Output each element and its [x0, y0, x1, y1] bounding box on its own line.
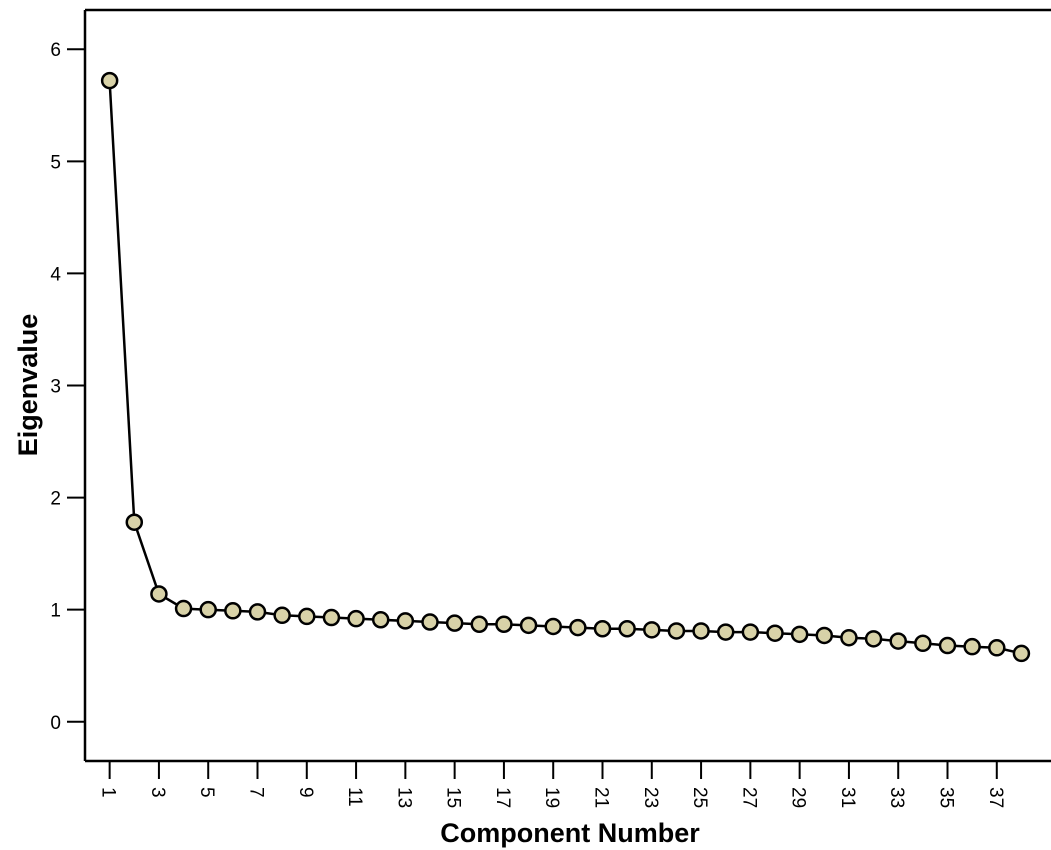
data-point [347, 609, 365, 628]
x-tick-label: 29 [788, 787, 809, 808]
y-tick-label: 1 [50, 601, 61, 622]
data-point [445, 614, 464, 632]
data-point [174, 599, 193, 618]
data-point [569, 618, 587, 637]
data-point [643, 621, 661, 639]
x-tick-label: 11 [344, 787, 365, 807]
data-point [716, 623, 735, 641]
x-tick-label: 7 [246, 787, 267, 798]
data-point [519, 616, 538, 635]
data-point [667, 622, 686, 640]
data-point [741, 623, 760, 641]
data-point [199, 600, 217, 619]
data-point [889, 632, 907, 650]
x-tick-label: 3 [147, 787, 168, 798]
data-point [248, 603, 267, 621]
data-point [790, 625, 809, 644]
y-tick-label: 4 [50, 264, 61, 285]
data-point [988, 639, 1006, 657]
x-tick-label: 19 [541, 787, 562, 808]
data-point [421, 613, 439, 631]
x-tick-label: 33 [886, 787, 907, 808]
data-point [618, 619, 636, 638]
y-axis-title: Eigenvalue [13, 314, 43, 457]
y-tick-label: 0 [50, 713, 61, 734]
x-tick-label: 13 [393, 787, 414, 808]
data-point [495, 615, 513, 634]
data-point [766, 624, 784, 642]
x-tick-label: 15 [443, 787, 464, 808]
x-tick-label: 1 [98, 787, 119, 798]
y-tick-label: 5 [50, 152, 61, 173]
data-point [963, 637, 981, 656]
y-tick-label: 3 [50, 377, 61, 398]
y-tick-label: 6 [50, 40, 61, 61]
data-point [470, 615, 489, 634]
x-tick-label: 21 [591, 787, 612, 808]
x-tick-label: 23 [640, 787, 661, 808]
x-tick-label: 9 [295, 787, 316, 798]
data-point [864, 630, 883, 648]
data-point [544, 617, 562, 636]
x-axis-title: Component Number [440, 818, 700, 848]
data-point [815, 626, 834, 645]
data-point [224, 602, 242, 620]
data-point [125, 513, 144, 531]
eigenvalue-line [108, 80, 1022, 655]
data-point [938, 636, 957, 655]
x-tick-label: 37 [985, 787, 1006, 808]
x-tick-label: 27 [738, 787, 759, 808]
data-point [914, 634, 932, 653]
data-point [593, 619, 612, 638]
x-tick-label: 35 [936, 787, 957, 808]
data-point [396, 612, 415, 630]
data-point [692, 622, 710, 640]
x-tick-label: 25 [689, 787, 710, 808]
x-tick-label: 5 [196, 787, 217, 798]
data-point [273, 606, 291, 625]
data-point [150, 585, 168, 603]
x-tick-label: 17 [492, 787, 513, 808]
data-point [840, 628, 858, 647]
x-tick-label: 31 [837, 787, 858, 808]
data-point [100, 71, 119, 90]
data-point [371, 611, 390, 629]
data-point [298, 607, 316, 626]
data-point [1012, 644, 1031, 663]
data-point [322, 608, 341, 627]
y-tick-label: 2 [50, 489, 61, 510]
